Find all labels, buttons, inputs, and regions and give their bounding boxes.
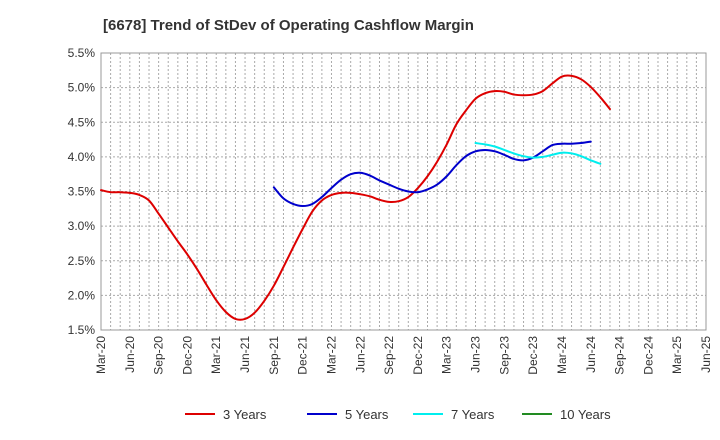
series-line-5-years (272, 140, 592, 208)
x-tick-label: Jun-23 (469, 336, 483, 373)
legend-label: 5 Years (345, 407, 389, 422)
x-tick-label: Sep-24 (613, 336, 627, 375)
y-tick-label: 5.5% (68, 46, 96, 60)
legend-item-7-years: 7 Years (413, 407, 495, 422)
legend-item-3-years: 3 Years (185, 407, 267, 422)
y-tick-label: 1.5% (68, 323, 96, 337)
x-tick-label: Mar-21 (209, 336, 223, 374)
x-tick-label: Jun-21 (238, 336, 252, 373)
x-tick-label: Jun-25 (699, 336, 713, 373)
plot-background (101, 53, 706, 330)
x-tick-label: Jun-24 (584, 336, 598, 373)
legend: 3 Years 5 Years 7 Years 10 Years (185, 407, 611, 422)
x-tick-label: Dec-20 (180, 336, 194, 375)
x-tick-label: Dec-22 (411, 336, 425, 375)
legend-label: 7 Years (451, 407, 495, 422)
legend-item-5-years: 5 Years (307, 407, 389, 422)
x-tick-label: Dec-21 (296, 336, 310, 375)
x-tick-label: Dec-23 (526, 336, 540, 375)
x-tick-label: Mar-23 (440, 336, 454, 374)
x-tick-label: Mar-20 (94, 336, 108, 374)
series-line-7-years (474, 142, 602, 165)
legend-label: 3 Years (223, 407, 267, 422)
x-tick-label: Jun-20 (123, 336, 137, 373)
y-tick-label: 2.0% (68, 288, 96, 302)
series-line-3-years (100, 74, 611, 321)
plot-border (100, 52, 707, 331)
legend-item-10-years: 10 Years (522, 407, 611, 422)
y-tick-label: 5.0% (68, 81, 96, 95)
y-tick-label: 4.5% (68, 115, 96, 129)
chart-title: [6678] Trend of StDev of Operating Cashf… (103, 17, 474, 34)
x-tick-label: Sep-23 (497, 336, 511, 375)
y-tick-label: 3.5% (68, 185, 96, 199)
plot-area: 1.5% 2.0% 2.5% 3.0% 3.5% 4.0% 4.5% 5.0% 5.5% Mar-… (68, 46, 713, 375)
x-tick-label: Jun-22 (353, 336, 367, 373)
y-tick-label: 2.5% (68, 254, 96, 268)
x-tick-label: Mar-24 (555, 336, 569, 374)
legend-label: 10 Years (560, 407, 611, 422)
x-tick-label: Sep-22 (382, 336, 396, 375)
x-tick-label: Mar-25 (670, 336, 684, 374)
x-tick-label: Mar-22 (324, 336, 338, 374)
x-tick-label: Sep-21 (267, 336, 281, 375)
y-tick-label: 3.0% (68, 219, 96, 233)
x-tick-label: Sep-20 (152, 336, 166, 375)
y-tick-label: 4.0% (68, 150, 96, 164)
x-tick-label: Dec-24 (641, 336, 655, 375)
